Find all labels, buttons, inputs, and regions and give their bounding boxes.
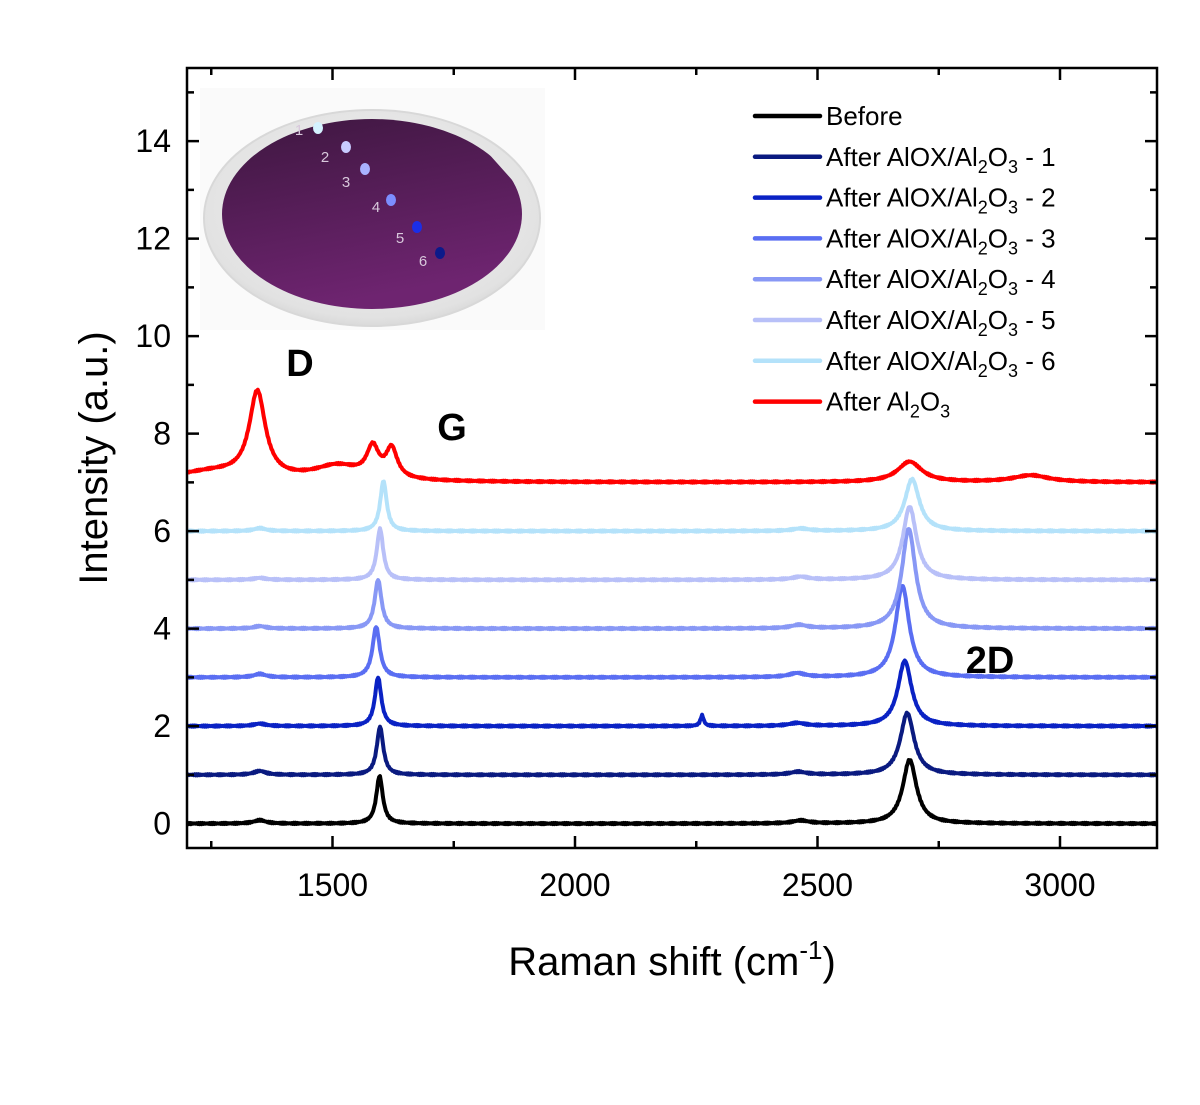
sample-spot-label: 4 xyxy=(372,199,380,216)
series-line-6 xyxy=(187,476,1157,534)
wafer-photo-inset: 1 23 456 xyxy=(200,88,545,330)
series-line-4 xyxy=(187,527,1157,632)
y-tick-label: 10 xyxy=(135,318,171,354)
sample-spot-label: 3 xyxy=(342,174,350,191)
sample-spot-label: 2 xyxy=(321,149,329,166)
legend-label: After AlOX/Al2O3 - 5 xyxy=(826,305,1056,340)
legend: Before After AlOX/Al2O3 - 1 After AlOX/Al2… xyxy=(752,101,1056,422)
series-line-7 xyxy=(187,387,1157,485)
legend-label: After AlOX/Al2O3 - 4 xyxy=(826,264,1056,299)
sample-spot xyxy=(435,247,445,259)
x-axis-label: Raman shift (cm-1) xyxy=(508,935,836,984)
y-tick-label: 2 xyxy=(153,708,171,744)
sample-spot xyxy=(313,122,323,134)
annotation-2d: 2D xyxy=(966,640,1015,682)
x-tick-label: 3000 xyxy=(1024,867,1095,903)
sample-spot xyxy=(341,141,351,153)
series-line-2 xyxy=(187,658,1157,729)
legend-label: Before xyxy=(826,101,903,131)
series-line-3 xyxy=(187,584,1157,680)
sample-spot xyxy=(360,163,370,175)
y-tick-label: 12 xyxy=(135,221,171,257)
x-tick-label: 2500 xyxy=(782,867,853,903)
annotation-d: D xyxy=(286,343,313,385)
sample-spot-label: 1 xyxy=(295,122,303,139)
sample-spot xyxy=(386,194,396,206)
sample-spot xyxy=(412,221,422,233)
legend-label: After Al2O3 xyxy=(826,387,950,422)
series-line-5 xyxy=(187,505,1157,583)
plot-frame xyxy=(185,66,1159,850)
y-tick-label: 14 xyxy=(135,123,171,159)
series-line-0 xyxy=(187,758,1157,827)
legend-label: After AlOX/Al2O3 - 3 xyxy=(826,223,1056,258)
y-tick-label: 4 xyxy=(153,611,171,647)
y-axis-label: Intensity (a.u.) xyxy=(72,331,116,584)
legend-label: After AlOX/Al2O3 - 6 xyxy=(826,346,1056,381)
annotation-g: G xyxy=(437,407,467,449)
x-tick-label: 2000 xyxy=(539,867,610,903)
y-tick-label: 6 xyxy=(153,513,171,549)
y-tick-label: 0 xyxy=(153,806,171,842)
x-tick-label: 1500 xyxy=(297,867,368,903)
sample-spot-label: 6 xyxy=(419,253,427,270)
legend-label: After AlOX/Al2O3 - 2 xyxy=(826,183,1056,218)
series-line-1 xyxy=(187,710,1157,778)
legend-label: After AlOX/Al2O3 - 1 xyxy=(826,142,1056,177)
y-tick-label: 8 xyxy=(153,416,171,452)
sample-spot-label: 5 xyxy=(396,230,404,247)
